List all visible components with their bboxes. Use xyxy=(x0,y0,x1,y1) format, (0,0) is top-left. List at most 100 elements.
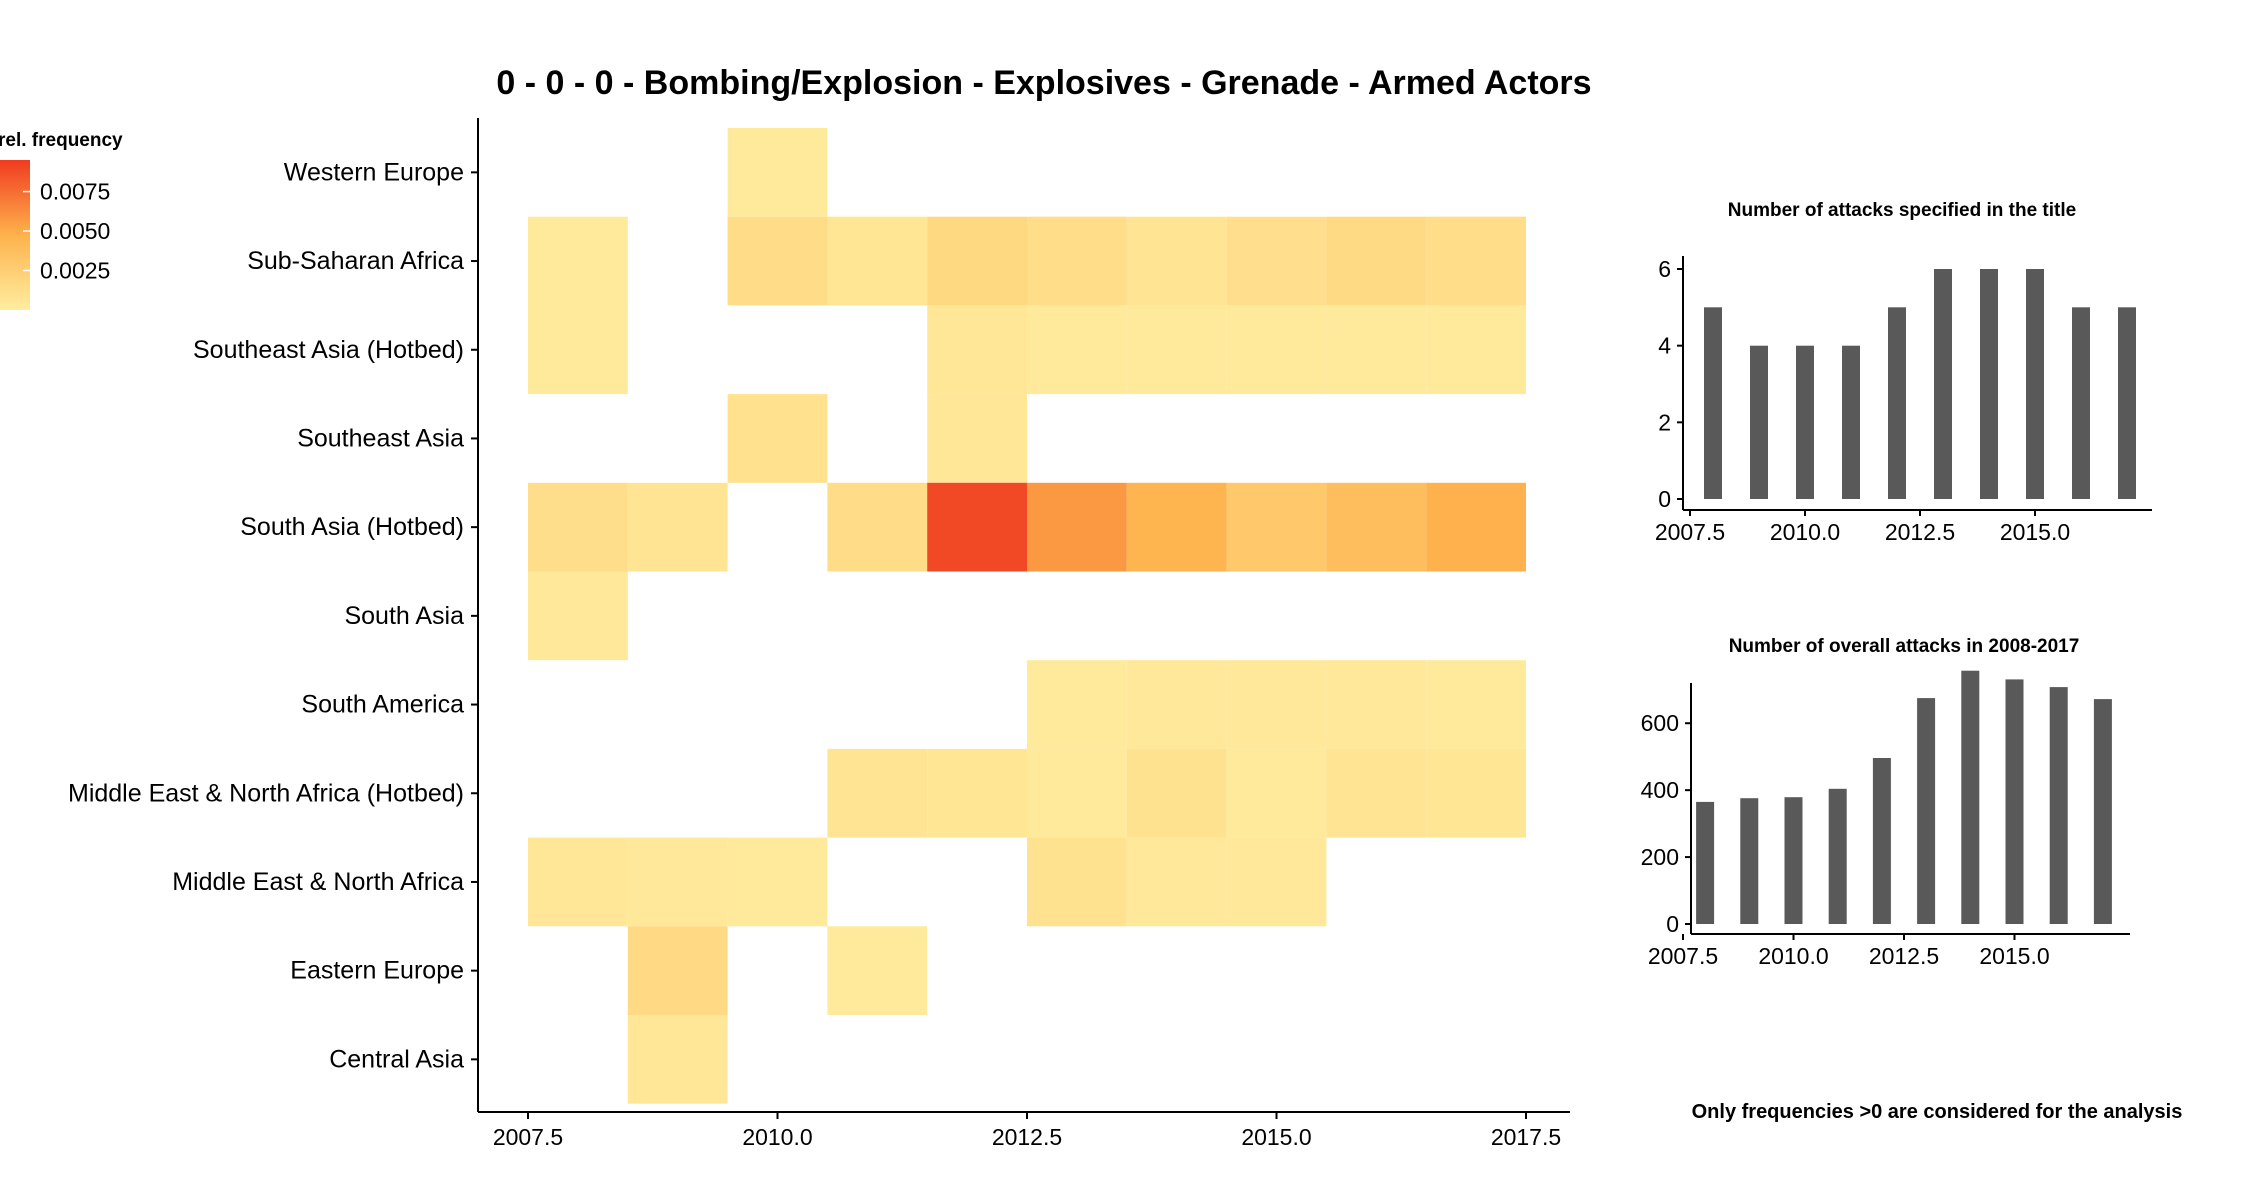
y-tick-label: Middle East & North Africa (Hotbed) xyxy=(68,779,464,807)
heatmap-cell xyxy=(528,571,628,661)
y-tick-label: Eastern Europe xyxy=(290,957,464,985)
heatmap-cell xyxy=(1426,305,1526,395)
heatmap-cell xyxy=(827,926,928,1015)
bar-chart-1-title: Number of attacks specified in the title xyxy=(1728,200,2076,221)
bar-x-tick-label: 2010.0 xyxy=(1770,519,1840,545)
heatmap-cell xyxy=(528,482,628,572)
heatmap-cell xyxy=(1027,216,1127,306)
y-tick-label: Sub-Saharan Africa xyxy=(247,247,464,275)
bar xyxy=(1750,345,1768,499)
heatmap-cell xyxy=(1426,216,1526,306)
y-tick-label: Central Asia xyxy=(329,1045,464,1073)
heatmap-cell xyxy=(1426,660,1526,749)
bar-x-tick-label: 2015.0 xyxy=(2000,519,2070,545)
x-tick-label: 2012.5 xyxy=(992,1124,1062,1150)
x-tick-label: 2017.5 xyxy=(1491,1124,1561,1150)
y-tick-label: South Asia (Hotbed) xyxy=(240,513,464,541)
bar xyxy=(1796,345,1814,499)
heatmap-x-axis: 2007.5 2010.0 2012.5 2015.0 2017.5 xyxy=(478,1111,1570,1150)
bar-y-tick-label: 600 xyxy=(1641,710,1679,736)
y-tick-label: Middle East & North Africa xyxy=(172,868,464,896)
heatmap-cell xyxy=(727,128,828,217)
bar xyxy=(2049,687,2068,924)
heatmap-cell xyxy=(528,216,628,306)
heatmap-cell xyxy=(1226,748,1327,838)
heatmap-cell xyxy=(1126,305,1227,395)
bar-y-tick-label: 400 xyxy=(1641,777,1679,803)
y-tick-label: South Asia xyxy=(344,602,464,630)
bar-chart-overall-attacks: Number of overall attacks in 2008-2017 0… xyxy=(1641,636,2130,969)
bar xyxy=(1917,698,1936,924)
y-tick-label: Southeast Asia xyxy=(297,424,464,452)
bar xyxy=(1872,758,1891,924)
bar-x-tick-label: 2015.0 xyxy=(1979,943,2049,969)
bar-x-tick-label: 2007.5 xyxy=(1648,943,1718,969)
bar xyxy=(1934,269,1952,499)
bar xyxy=(1961,670,1980,924)
bar xyxy=(1696,801,1715,924)
x-tick-label: 2015.0 xyxy=(1241,1124,1311,1150)
heatmap-cell xyxy=(1126,748,1227,838)
heatmap-cell xyxy=(627,482,728,572)
bar xyxy=(2093,699,2112,924)
heatmap-cells xyxy=(528,128,1526,1104)
heatmap-cell xyxy=(1126,837,1227,927)
legend-tick-label: 0.0025 xyxy=(40,258,110,284)
bar-x-tick-label: 2010.0 xyxy=(1758,943,1828,969)
heatmap-cell xyxy=(1326,482,1427,572)
heatmap-cell xyxy=(1426,748,1526,838)
legend-title: rel. frequency xyxy=(0,130,123,151)
bar-y-tick-label: 0 xyxy=(1658,486,1671,512)
bar-x-tick-label: 2007.5 xyxy=(1655,519,1725,545)
heatmap-cell xyxy=(1027,305,1127,395)
legend-ticks: 0.0075 0.0050 0.0025 xyxy=(23,179,110,284)
heatmap-cell xyxy=(727,216,828,306)
bar xyxy=(1980,269,1998,499)
bar-y-tick-label: 0 xyxy=(1666,911,1679,937)
bar xyxy=(1842,345,1860,499)
bar-y-tick-label: 200 xyxy=(1641,844,1679,870)
bar-x-tick-label: 2012.5 xyxy=(1869,943,1939,969)
heatmap-cell xyxy=(1027,837,1127,927)
y-tick-label: Western Europe xyxy=(284,158,464,186)
heatmap-cell xyxy=(1126,482,1227,572)
bar-x-tick-label: 2012.5 xyxy=(1885,519,1955,545)
heatmap-cell xyxy=(927,394,1027,483)
heatmap-cell xyxy=(627,926,728,1015)
heatmap-cell xyxy=(927,305,1027,395)
x-tick-label: 2010.0 xyxy=(742,1124,812,1150)
bar xyxy=(2072,307,2090,499)
color-legend: rel. frequency 0.0075 0.0050 0.0025 xyxy=(0,130,123,310)
heatmap-cell xyxy=(927,748,1027,838)
heatmap-cell xyxy=(1027,748,1127,838)
heatmap-cell xyxy=(1326,216,1427,306)
footnote: Only frequencies >0 are considered for t… xyxy=(1692,1101,2183,1123)
bar-y-tick-label: 2 xyxy=(1658,409,1671,435)
heatmap-cell xyxy=(627,1015,728,1104)
heatmap-cell xyxy=(1226,482,1327,572)
heatmap-y-axis: Western Europe Sub-Saharan Africa Southeas… xyxy=(68,118,479,1112)
y-tick-label: Southeast Asia (Hotbed) xyxy=(193,336,464,364)
heatmap-cell xyxy=(1226,216,1327,306)
bar xyxy=(2026,269,2044,499)
bar xyxy=(1784,797,1803,924)
heatmap-cell xyxy=(1027,660,1127,749)
heatmap-cell xyxy=(727,394,828,483)
heatmap-cell xyxy=(528,837,628,927)
bar xyxy=(1704,307,1722,499)
heatmap-cell xyxy=(1426,482,1526,572)
heatmap-cell xyxy=(1126,216,1227,306)
heatmap-cell xyxy=(1326,660,1427,749)
x-tick-label: 2007.5 xyxy=(493,1124,563,1150)
heatmap-cell xyxy=(1326,305,1427,395)
legend-tick-label: 0.0050 xyxy=(40,218,110,244)
heatmap-cell xyxy=(827,748,928,838)
heatmap-cell xyxy=(1226,305,1327,395)
heatmap-cell xyxy=(927,482,1027,572)
heatmap-cell xyxy=(1226,660,1327,749)
heatmap-panel: Western Europe Sub-Saharan Africa Southeas… xyxy=(68,118,1570,1150)
bar xyxy=(1740,798,1759,924)
bar xyxy=(1828,788,1847,924)
heatmap-cell xyxy=(727,837,828,927)
